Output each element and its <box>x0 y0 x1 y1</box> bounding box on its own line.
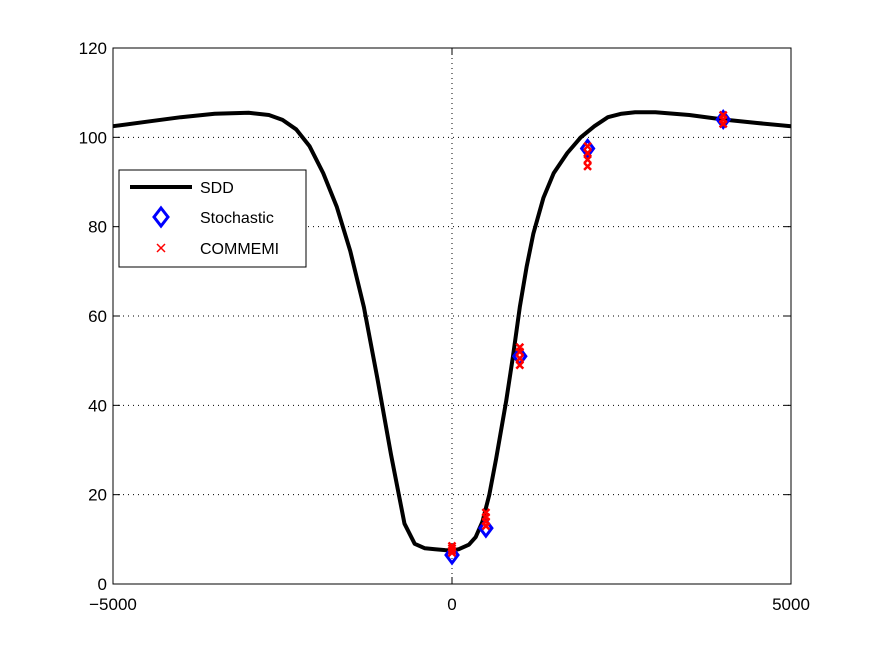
commemi-point <box>515 360 525 370</box>
commemi-point <box>515 354 525 363</box>
y-tick-label: 80 <box>88 218 107 237</box>
x-tick-label: 0 <box>447 595 456 614</box>
y-tick-label: 60 <box>88 307 107 326</box>
y-tick-label: 20 <box>88 486 107 505</box>
commemi-point <box>447 541 457 551</box>
series-markers-commemi <box>447 110 728 558</box>
x-tick-label: −5000 <box>89 595 137 614</box>
x-tick-label: 5000 <box>772 595 810 614</box>
y-tick-label: 100 <box>79 128 107 147</box>
commemi-point <box>583 148 592 158</box>
stochastic-point <box>579 138 596 159</box>
legend-label-stochastic: Stochastic <box>200 210 274 227</box>
y-tick-label: 0 <box>98 575 107 594</box>
legend-label-sdd: SDD <box>200 180 234 197</box>
grid <box>113 48 791 584</box>
commemi-point <box>583 155 592 165</box>
legend-label-commemi: COMMEMI <box>200 241 279 258</box>
commemi-point <box>583 141 592 151</box>
plot-area <box>112 108 792 566</box>
y-tick-label: 120 <box>79 39 107 58</box>
legend-swatch-commemi <box>156 243 166 253</box>
commemi-point <box>515 342 525 352</box>
y-tick-label: 40 <box>88 396 107 415</box>
commemi-point <box>718 110 728 120</box>
stochastic-point <box>478 517 494 539</box>
commemi-point <box>583 161 592 171</box>
series-line-sdd <box>112 110 792 553</box>
commemi-point <box>481 508 491 517</box>
legend-swatch-stochastic <box>152 205 170 229</box>
legend: SDD Stochastic COMMEMI <box>118 169 307 268</box>
commemi-point <box>447 543 457 553</box>
stochastic-point <box>444 544 460 566</box>
